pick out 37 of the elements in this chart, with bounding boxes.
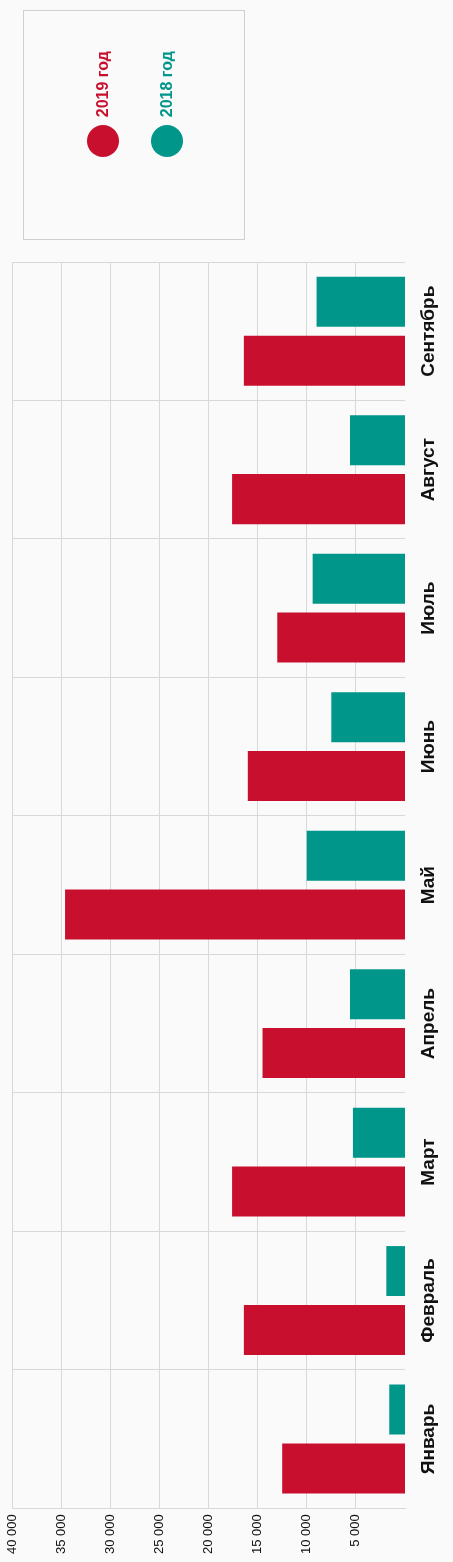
bar <box>352 1107 405 1158</box>
bar <box>349 415 405 466</box>
text: 2019 год <box>94 51 112 118</box>
y-tick-label: Апрель <box>417 988 439 1060</box>
bar <box>262 1028 405 1079</box>
bar <box>312 553 405 604</box>
x-tick-label: 40 000 <box>3 1514 19 1554</box>
bar <box>247 751 405 802</box>
bar <box>232 474 405 525</box>
y-tick-label: Сентябрь <box>417 285 439 377</box>
y-tick-label: Февраль <box>417 1258 439 1343</box>
x-tick-label: 30 000 <box>101 1514 117 1554</box>
bar <box>243 1304 405 1355</box>
bar <box>386 1246 405 1297</box>
x-tick-label: 15 000 <box>249 1514 265 1554</box>
bar <box>349 969 405 1020</box>
bar <box>243 335 405 386</box>
x-tick-label: 35 000 <box>52 1514 68 1554</box>
bar <box>316 276 405 327</box>
bar <box>277 612 405 663</box>
x-tick-label: 20 000 <box>200 1514 216 1554</box>
x-tick-label: 25 000 <box>150 1514 166 1554</box>
y-tick-label: Июль <box>417 581 439 635</box>
y-tick-label: Май <box>417 865 439 905</box>
x-tick-label: 10 000 <box>298 1514 314 1554</box>
y-tick-label: Март <box>417 1138 439 1186</box>
y-tick-label: Январь <box>417 1403 439 1475</box>
bar <box>306 830 405 881</box>
y-tick-label: Июнь <box>417 720 439 774</box>
text: 2018 год <box>158 51 176 118</box>
bar <box>331 692 405 743</box>
x-tick-label: 5 000 <box>347 1514 363 1547</box>
bar <box>232 1166 405 1217</box>
y-tick-label: Август <box>417 438 439 502</box>
bar <box>65 889 405 940</box>
bar <box>389 1384 405 1435</box>
bar <box>282 1443 405 1494</box>
